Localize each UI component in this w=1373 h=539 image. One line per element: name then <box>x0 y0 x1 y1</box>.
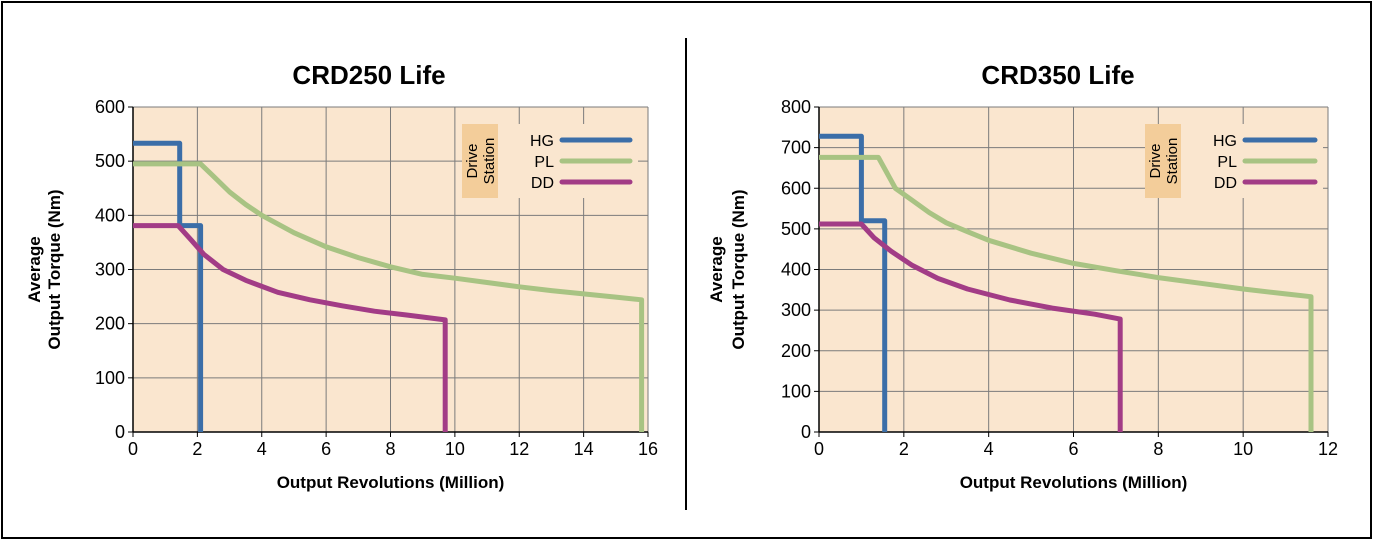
x-tick-label: 10 <box>1233 439 1253 459</box>
series-line-pl <box>133 161 645 432</box>
chart-title: CRD350 Life <box>981 60 1134 90</box>
legend-label-pl: PL <box>534 154 554 171</box>
x-axis-label: Output Revolutions (Million) <box>277 473 505 492</box>
panel-divider <box>685 38 687 510</box>
y-tick-label: 100 <box>95 368 125 388</box>
legend-title-line2: Station <box>481 138 498 185</box>
x-tick-label: 12 <box>1318 439 1338 459</box>
y-axis-label-line1: Average <box>25 236 44 302</box>
y-tick-label: 0 <box>115 422 125 442</box>
legend-title-line1: Drive <box>464 143 481 178</box>
legend: Drive Station HG PL DD <box>1145 124 1323 198</box>
legend-label-dd: DD <box>531 175 554 192</box>
legend-title-line1: Drive <box>1147 143 1164 178</box>
legend-title-line2: Station <box>1164 138 1181 185</box>
x-tick-label: 2 <box>899 439 909 459</box>
x-tick-label: 14 <box>574 439 594 459</box>
y-axis-label-line1: Average <box>707 236 726 302</box>
y-tick-label: 400 <box>95 205 125 225</box>
x-tick-label: 16 <box>638 439 658 459</box>
y-tick-label: 800 <box>781 97 811 117</box>
y-axis-label-line2: Output Torque (Nm) <box>729 189 748 349</box>
x-tick-label: 6 <box>321 439 331 459</box>
y-tick-label: 600 <box>781 178 811 198</box>
chart-title: CRD250 Life <box>292 60 445 90</box>
y-tick-label: 200 <box>95 314 125 334</box>
legend-label-dd: DD <box>1214 175 1237 192</box>
x-tick-label: 0 <box>814 439 824 459</box>
y-tick-label: 400 <box>781 260 811 280</box>
x-tick-label: 4 <box>984 439 994 459</box>
y-tick-label: 700 <box>781 138 811 158</box>
x-tick-label: 8 <box>385 439 395 459</box>
x-tick-label: 4 <box>257 439 267 459</box>
y-tick-label: 300 <box>95 260 125 280</box>
y-tick-label: 100 <box>781 381 811 401</box>
x-tick-label: 10 <box>445 439 465 459</box>
x-tick-label: 0 <box>128 439 138 459</box>
legend-title-box <box>1145 124 1181 198</box>
x-tick-label: 8 <box>1153 439 1163 459</box>
series-line-dd <box>819 221 1123 432</box>
x-tick-label: 6 <box>1068 439 1078 459</box>
series-line-hg <box>819 133 888 432</box>
y-tick-label: 300 <box>781 300 811 320</box>
legend: Drive Station HG PL DD <box>462 124 638 198</box>
y-tick-label: 0 <box>801 422 811 442</box>
y-tick-label: 500 <box>95 151 125 171</box>
legend-label-hg: HG <box>1213 133 1237 150</box>
x-tick-label: 2 <box>192 439 202 459</box>
legend-label-hg: HG <box>530 133 554 150</box>
x-tick-label: 12 <box>509 439 529 459</box>
y-tick-label: 600 <box>95 97 125 117</box>
legend-title-box <box>462 124 498 198</box>
x-axis-label: Output Revolutions (Million) <box>960 473 1188 492</box>
series-line-dd <box>133 223 448 432</box>
series-line-pl <box>819 154 1314 432</box>
legend-label-pl: PL <box>1217 154 1237 171</box>
y-tick-label: 500 <box>781 219 811 239</box>
y-tick-label: 200 <box>781 341 811 361</box>
y-axis-label-line2: Output Torque (Nm) <box>45 189 64 349</box>
